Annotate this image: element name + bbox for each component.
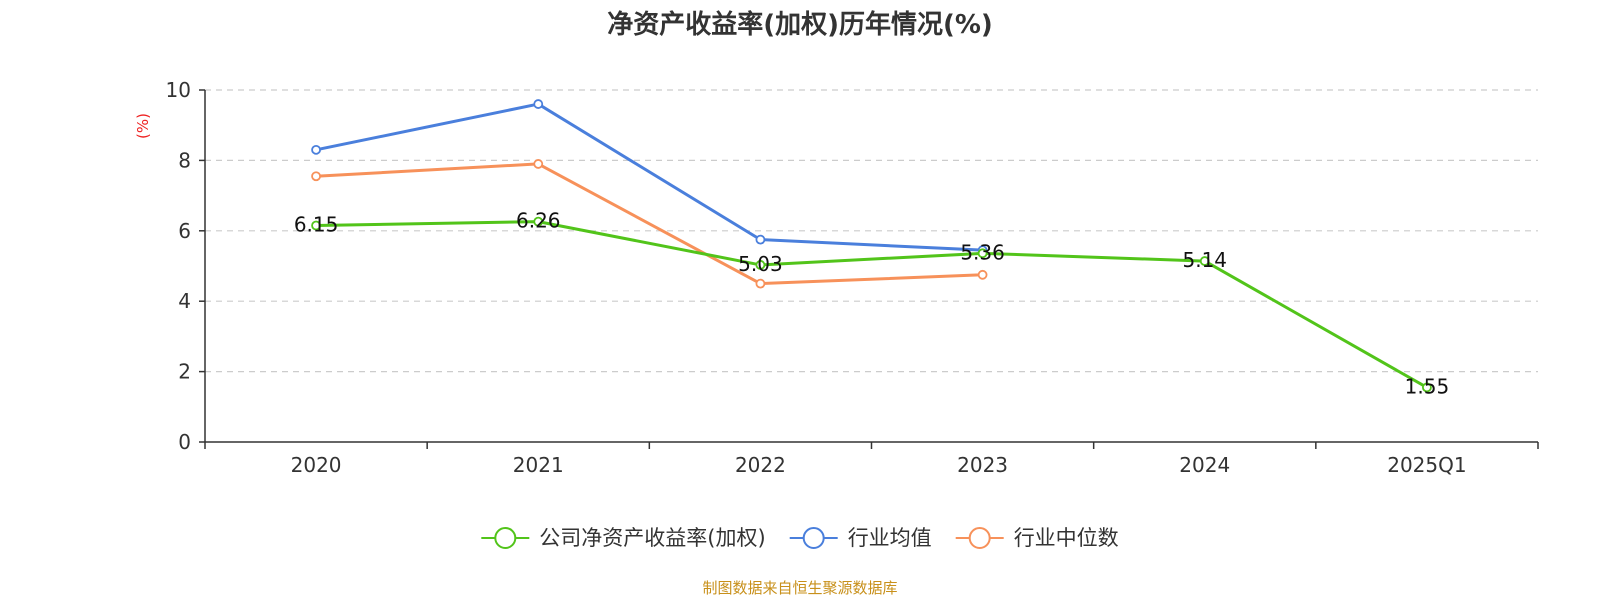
grid-lines (205, 89, 1538, 373)
data-label: 5.14 (1182, 248, 1227, 272)
data-point[interactable] (311, 144, 321, 155)
y-tick-label: 10 (166, 78, 191, 102)
series-line (316, 162, 983, 286)
data-point[interactable] (311, 171, 321, 182)
legend-label: 公司净资产收益率(加权) (539, 526, 765, 550)
data-point[interactable] (755, 234, 766, 245)
data-label: 5.36 (960, 240, 1005, 264)
data-label: 5.03 (738, 252, 783, 276)
x-tick-label: 2023 (957, 453, 1008, 477)
legend[interactable]: 公司净资产收益率(加权) 行业均值 行业中位数 (481, 526, 1119, 550)
data-point[interactable] (977, 269, 988, 280)
data-labels: 6.15 6.26 5.03 5.36 5.14 1.55 (294, 209, 1449, 399)
legend-circle-icon (802, 527, 825, 549)
legend-label: 行业中位数 (1014, 526, 1119, 550)
series-line (316, 220, 1428, 389)
data-label: 1.55 (1405, 374, 1450, 398)
source-note: 制图数据来自恒生聚源数据库 (702, 579, 897, 597)
x-tick-label: 2021 (513, 453, 564, 477)
data-label: 6.26 (516, 209, 561, 233)
data-label: 6.15 (294, 213, 339, 237)
data-point[interactable] (977, 248, 988, 259)
y-tick-label: 6 (178, 219, 191, 243)
legend-label: 行业均值 (848, 526, 932, 550)
y-axis-unit-label: (%) (134, 113, 152, 139)
legend-item-2[interactable]: 行业中位数 (955, 526, 1119, 550)
legend-circle-icon (494, 527, 517, 549)
y-tick-label: 4 (178, 289, 191, 313)
data-point[interactable] (311, 220, 321, 231)
chart-title: 净资产收益率(加权)历年情况(%) (607, 9, 993, 40)
data-point[interactable] (533, 99, 544, 109)
data-point[interactable] (533, 216, 544, 227)
data-point[interactable] (1422, 382, 1432, 393)
x-tick-label: 2022 (735, 453, 786, 477)
x-tick-label: 2024 (1179, 453, 1230, 477)
y-tick-label: 2 (178, 360, 191, 384)
axes: 0 2 4 6 8 10 2020 2021 2022 2023 2024 2025Q1 (166, 78, 1539, 477)
y-tick-label: 0 (178, 430, 191, 454)
series-lines (311, 99, 1432, 393)
y-tick-label: 8 (178, 148, 191, 172)
data-point[interactable] (755, 278, 766, 289)
data-point[interactable] (1199, 256, 1210, 266)
series-0 (311, 216, 1432, 393)
x-tick-label: 2025Q1 (1387, 453, 1466, 477)
data-point[interactable] (533, 159, 544, 169)
legend-item-1[interactable]: 行业均值 (789, 526, 932, 550)
data-point[interactable] (755, 260, 766, 270)
legend-item-0[interactable]: 公司净资产收益率(加权) (481, 526, 766, 550)
series-line (315, 102, 983, 252)
series-2 (311, 159, 988, 289)
x-tick-label: 2020 (291, 453, 342, 477)
legend-circle-icon (968, 527, 991, 549)
